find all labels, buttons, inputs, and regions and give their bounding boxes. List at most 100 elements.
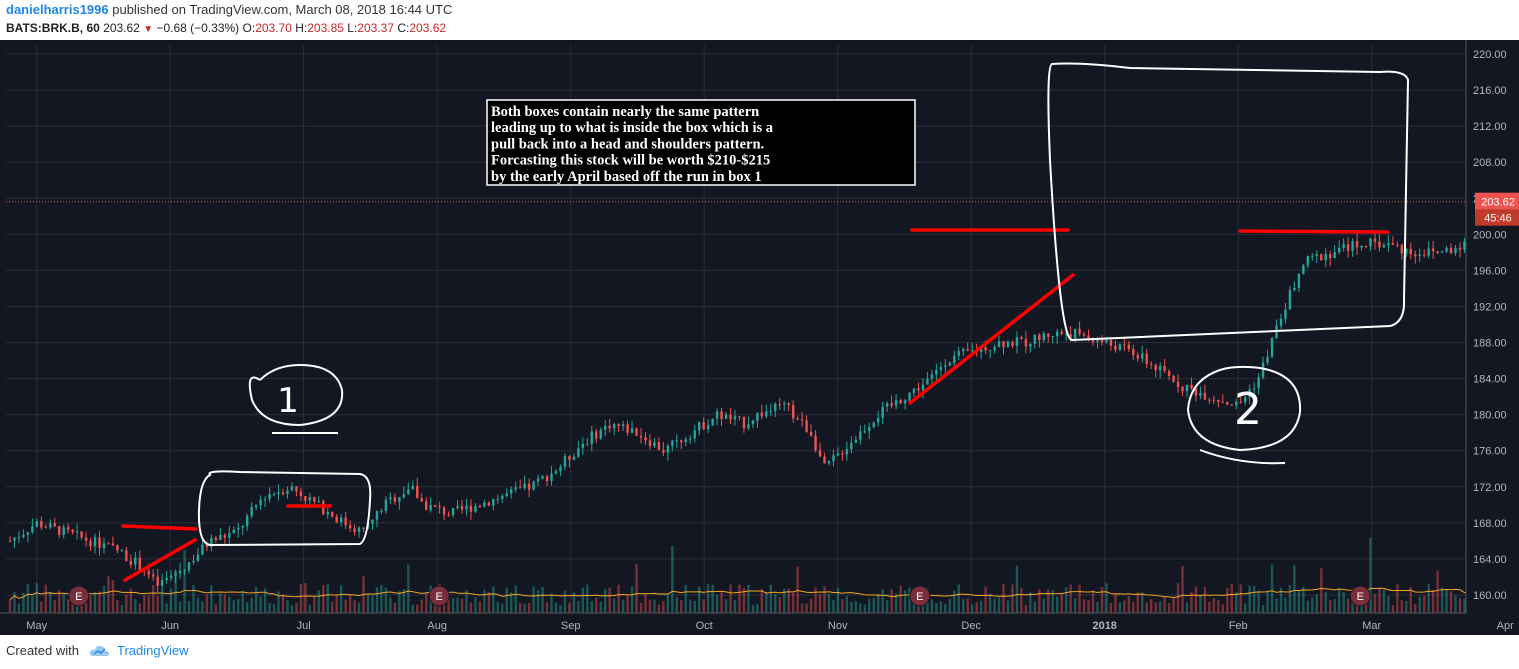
tradingview-link[interactable]: TradingView: [116, 643, 189, 658]
candle-body: [134, 557, 137, 565]
last-price-label: 203.62: [1481, 197, 1515, 209]
candle-body: [993, 346, 996, 351]
volume-bar: [1064, 587, 1068, 613]
volume-bar: [268, 603, 271, 613]
candle-body: [1118, 344, 1122, 350]
volume-bar: [62, 594, 65, 613]
candle-body: [684, 439, 687, 443]
price-axis[interactable]: 220.00216.00212.00208.00204.00200.00196.…: [6, 40, 1519, 635]
candles: [8, 189, 1519, 594]
candle-body: [469, 505, 473, 512]
volume-bar: [970, 604, 974, 613]
volume-bar: [724, 599, 728, 613]
volume-bar: [612, 598, 616, 613]
candle-body: [129, 560, 133, 565]
candle-body: [1096, 338, 1099, 342]
candle-body: [241, 526, 244, 528]
candle-body: [894, 400, 898, 406]
volume-bar: [791, 592, 795, 613]
volume-bar: [335, 595, 338, 613]
volume-bar: [1324, 592, 1327, 613]
candle-body: [518, 487, 522, 489]
volume-bar: [653, 599, 656, 613]
candle-body: [487, 502, 491, 506]
earnings-marker[interactable]: [428, 585, 450, 607]
volume-bar: [487, 592, 491, 613]
volume-bar: [366, 594, 370, 613]
volume-bar: [756, 603, 759, 613]
volume-bar: [644, 594, 647, 613]
username-link[interactable]: danielharris1996: [6, 2, 109, 17]
candle-body: [183, 570, 186, 572]
candle-body: [58, 526, 61, 535]
volume-bar: [1154, 602, 1157, 613]
candle-body: [1208, 399, 1211, 401]
price-tick-label: 220.00: [1473, 49, 1507, 61]
candle-body: [617, 424, 620, 426]
candle-body: [1427, 248, 1430, 256]
volume-bar: [17, 603, 21, 613]
earnings-marker[interactable]: [909, 585, 931, 607]
candle-body: [192, 560, 195, 563]
volume-bar: [1369, 538, 1372, 613]
candle-body: [545, 476, 549, 482]
candle-body: [505, 493, 508, 497]
volume-bar: [219, 593, 222, 613]
volume-bar: [1033, 601, 1037, 613]
countdown-badge: [1475, 209, 1519, 226]
volume-bar: [1199, 595, 1202, 613]
volume-bar: [1311, 597, 1314, 613]
candle-body: [747, 424, 750, 429]
earnings-label: E: [75, 591, 82, 603]
volume-bar: [165, 603, 168, 613]
candle-body: [1454, 247, 1457, 254]
candle-body: [1029, 344, 1032, 347]
volume-bar: [13, 592, 16, 613]
candle-body: [572, 456, 576, 460]
volume-bar: [89, 595, 92, 613]
candle-body: [1243, 397, 1247, 403]
time-axis[interactable]: May Jun Jul Aug Sep Oct Nov Dec 2018 Feb Mar Apr: [0, 612, 1514, 632]
volume-bar: [317, 590, 320, 613]
candle-body: [1064, 334, 1068, 336]
volume-bar: [765, 591, 768, 613]
candle-body: [738, 416, 741, 418]
candle-body: [1440, 251, 1444, 253]
earnings-marker[interactable]: [68, 585, 90, 607]
volume-bar: [720, 591, 723, 613]
candle-body: [1297, 273, 1301, 288]
volume-bar: [1002, 583, 1005, 613]
candle-body: [577, 448, 580, 457]
volume-bar: [478, 601, 482, 613]
candle-body: [460, 506, 464, 510]
volume-bar: [577, 600, 580, 613]
volume-bar: [1096, 602, 1099, 613]
volume-bar: [1006, 600, 1010, 613]
created-with-label: Created with: [6, 643, 79, 658]
volume-bar: [639, 602, 643, 613]
volume-bar: [205, 594, 209, 613]
candle-body: [769, 410, 772, 412]
volume-bar: [1051, 589, 1054, 613]
annotation-line: Both boxes contain nearly the same patte…: [491, 104, 759, 120]
volume-bar: [1123, 600, 1126, 613]
volume-bar: [783, 588, 786, 613]
candle-body: [84, 537, 88, 541]
price-chart[interactable]: 12 220.00216.00212.00208.00204.00200.001…: [0, 40, 1519, 635]
volume-bar: [662, 601, 665, 613]
volume-bar: [1279, 587, 1283, 613]
volume-bar: [1239, 584, 1242, 613]
volume-bar: [1105, 583, 1108, 613]
volume-bar: [393, 603, 397, 613]
volume-bar: [1257, 590, 1260, 613]
volume-bar: [1463, 598, 1466, 613]
volume-bar: [156, 595, 159, 613]
candle-body: [962, 349, 965, 352]
price-tick-label: 180.00: [1473, 410, 1507, 422]
candle-body: [635, 428, 638, 436]
volume-bar: [107, 576, 110, 613]
earnings-marker[interactable]: [1349, 585, 1371, 607]
volume-bar: [706, 584, 710, 613]
candle-body: [568, 456, 571, 460]
volume-bar: [357, 602, 361, 613]
